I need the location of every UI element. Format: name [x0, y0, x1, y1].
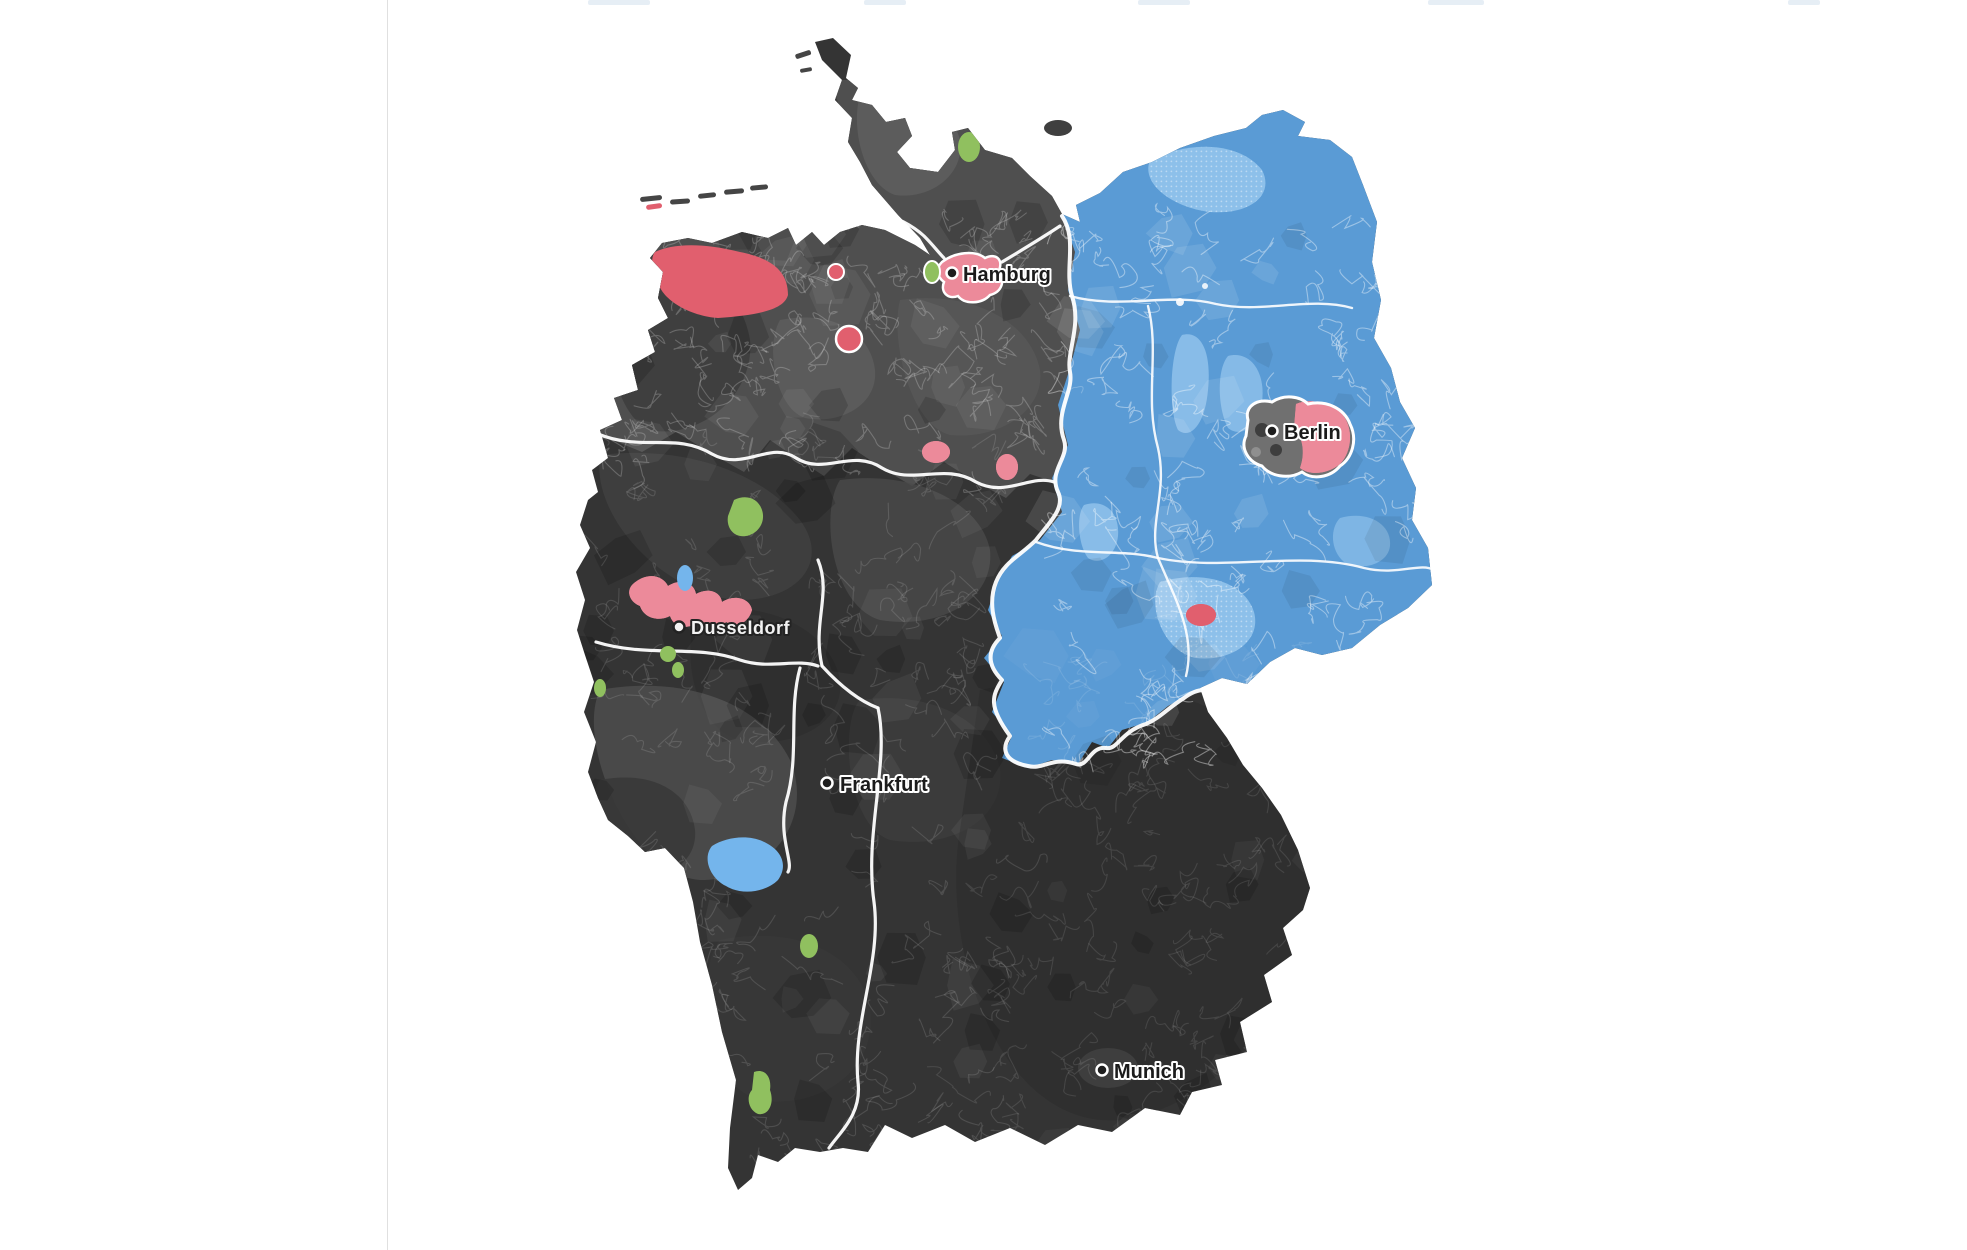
- constituency-green[interactable]: [727, 497, 764, 537]
- shade-patch: [773, 55, 843, 200]
- city-dot: [945, 266, 959, 280]
- state-borders: [594, 196, 1436, 1150]
- city-hamburg: Hamburg: [945, 262, 1053, 288]
- city-frankfurt: Frankfurt: [820, 772, 930, 798]
- constituency-afd-west[interactable]: [677, 565, 693, 591]
- constituency-green[interactable]: [958, 132, 980, 162]
- shade-patch: [848, 698, 1001, 842]
- city-dot: [820, 776, 834, 790]
- accent-constituencies[interactable]: [594, 132, 1356, 1115]
- city-label-frankfurt: Frankfurt: [840, 774, 928, 796]
- city-dusseldorf: Dusseldorf: [672, 616, 792, 640]
- cropped-header-fragment: [864, 0, 906, 5]
- islands: [640, 50, 1208, 306]
- constituency-green[interactable]: [800, 934, 818, 958]
- shade-patch: [1251, 447, 1261, 457]
- shade-patch: [897, 298, 1041, 436]
- cropped-header-fragment: [1428, 0, 1484, 5]
- cropped-header-fragment: [588, 0, 650, 5]
- region-east-blue[interactable]: [984, 100, 1460, 768]
- city-labels: Hamburg Berlin Dusseldorf Frankfurt Muni…: [672, 262, 1343, 1085]
- shade-patch: [830, 478, 991, 622]
- city-berlin: Berlin: [1265, 420, 1343, 446]
- shade-patch: [956, 680, 1314, 1121]
- city-dot: [672, 620, 686, 634]
- city-label-dusseldorf: Dusseldorf: [691, 618, 791, 638]
- berlin-border: [1242, 395, 1356, 479]
- cropped-header-fragment: [1788, 0, 1820, 5]
- constituency-spd-bremen[interactable]: [834, 324, 864, 354]
- shade-patch: [599, 452, 812, 600]
- afd-light-patches: [1079, 146, 1391, 659]
- city-munich: Munich: [1095, 1059, 1186, 1085]
- constituency-spd[interactable]: [827, 263, 845, 281]
- city-dot: [1095, 1063, 1109, 1077]
- shade-patch: [1270, 444, 1282, 456]
- column-divider: [387, 0, 388, 1250]
- constituency-spd[interactable]: [652, 245, 788, 318]
- constituency-afd-west[interactable]: [707, 837, 783, 892]
- city-label-munich: Munich: [1114, 1061, 1184, 1083]
- constituency-green[interactable]: [748, 1070, 772, 1115]
- shade-patch: [1255, 423, 1269, 437]
- constituency-green[interactable]: [660, 646, 676, 662]
- city-label-berlin: Berlin: [1284, 422, 1341, 444]
- city-dot: [1265, 424, 1279, 438]
- constituency-green[interactable]: [923, 260, 941, 284]
- cropped-header-fragment: [1138, 0, 1190, 5]
- constituency-green[interactable]: [672, 662, 684, 678]
- shade-patch: [705, 935, 871, 1102]
- constituency-green[interactable]: [594, 679, 606, 697]
- city-label-hamburg: Hamburg: [963, 264, 1051, 286]
